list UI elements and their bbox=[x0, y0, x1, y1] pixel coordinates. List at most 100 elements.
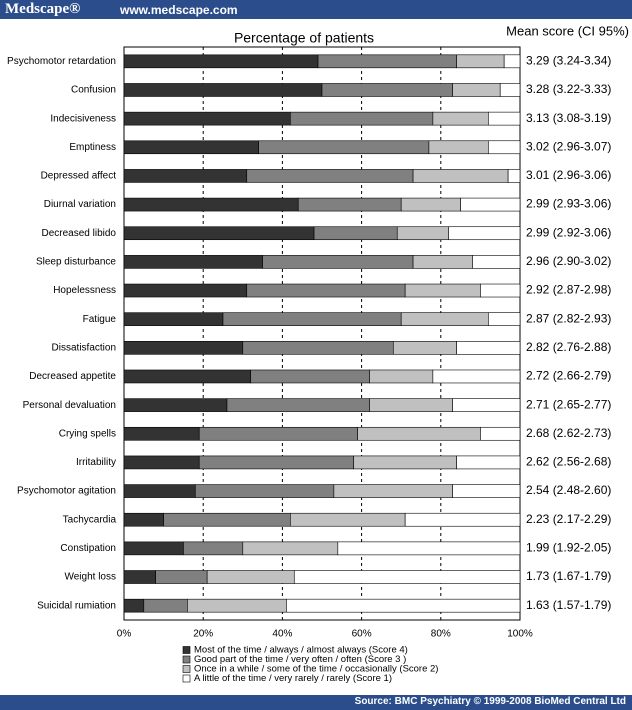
bar-segment bbox=[123, 283, 248, 298]
bar-segment bbox=[290, 512, 406, 527]
bar-segment bbox=[456, 54, 505, 69]
bar-segment bbox=[246, 283, 406, 298]
bar-segment bbox=[412, 255, 473, 269]
y-tick-label: Decreased libido bbox=[42, 228, 117, 239]
bar-segment bbox=[353, 455, 457, 470]
mean-score: 2.99 (2.93-3.06) bbox=[526, 197, 611, 211]
bar-segment bbox=[396, 226, 450, 241]
bar-segment bbox=[452, 398, 521, 412]
bar-segment bbox=[246, 169, 414, 183]
y-tick-label: Fatigue bbox=[83, 314, 117, 325]
header-bar: Medscape® www.medscape.com bbox=[0, 0, 632, 19]
bar-segment bbox=[123, 312, 224, 326]
legend-label: Most of the time / always / almost alway… bbox=[194, 645, 408, 656]
y-tick-label: Constipation bbox=[60, 543, 116, 554]
y-tick-label: Crying spells bbox=[59, 428, 116, 439]
bar-segment bbox=[194, 484, 335, 498]
y-tick-label: Psychomotor retardation bbox=[7, 56, 116, 67]
y-tick-label: Depressed affect bbox=[41, 171, 117, 182]
bar-segment bbox=[123, 541, 184, 556]
y-tick-label: Confusion bbox=[71, 85, 116, 96]
bar-segment bbox=[392, 341, 457, 355]
legend-swatch bbox=[182, 674, 191, 683]
y-tick-label: Irritability bbox=[76, 457, 116, 468]
bar-segment bbox=[222, 312, 402, 326]
bar-segment bbox=[123, 398, 228, 412]
x-tick-label: 100% bbox=[507, 629, 533, 640]
bar-segment bbox=[262, 255, 414, 269]
bar-segment bbox=[242, 541, 339, 556]
bar-segment bbox=[123, 255, 263, 269]
mean-score: 2.62 (2.56-2.68) bbox=[526, 455, 611, 469]
legend-label: A little of the time / very rarely / rar… bbox=[194, 673, 392, 684]
legend-label: Good part of the time / very often / oft… bbox=[194, 654, 406, 665]
bar-segment bbox=[187, 598, 287, 613]
mean-score: 2.23 (2.17-2.29) bbox=[526, 512, 611, 526]
bar-segment bbox=[448, 226, 521, 241]
bar-segment bbox=[183, 541, 244, 556]
x-tick-label: 40% bbox=[272, 629, 292, 640]
mean-score: 2.96 (2.90-3.02) bbox=[526, 254, 611, 268]
legend-swatch bbox=[182, 646, 191, 654]
bar-segment bbox=[428, 140, 489, 155]
bar-segment bbox=[163, 512, 291, 527]
bar-segment bbox=[488, 140, 521, 155]
plot-frame bbox=[123, 46, 521, 621]
bar-segment bbox=[123, 426, 200, 441]
bar-segment bbox=[404, 512, 521, 527]
bar-segment bbox=[357, 426, 481, 441]
bar-segment bbox=[456, 341, 521, 355]
mean-score: 3.29 (3.24-3.34) bbox=[526, 53, 611, 67]
bar-segment bbox=[242, 341, 394, 355]
mean-score: 2.72 (2.66-2.79) bbox=[526, 369, 611, 383]
y-tick-label: Indecisiveness bbox=[50, 113, 116, 124]
bar-segment bbox=[293, 570, 521, 584]
bar-segment bbox=[488, 111, 521, 126]
bar-segment bbox=[123, 341, 244, 355]
legend-swatch bbox=[182, 665, 191, 673]
y-tick-label: Emptiness bbox=[69, 142, 116, 153]
mean-score: 3.28 (3.22-3.33) bbox=[526, 82, 611, 96]
bar-segment bbox=[123, 369, 252, 384]
bar-segment bbox=[123, 111, 291, 126]
bar-segment bbox=[206, 570, 295, 584]
site-url[interactable]: www.medscape.com bbox=[120, 3, 238, 17]
bar-segment bbox=[321, 83, 453, 97]
mean-score: 1.63 (1.57-1.79) bbox=[526, 598, 611, 612]
bar-segment bbox=[488, 312, 521, 326]
bar-segment bbox=[333, 484, 453, 498]
mean-score: 2.71 (2.65-2.77) bbox=[526, 397, 611, 411]
mean-score: 1.73 (1.67-1.79) bbox=[526, 569, 611, 583]
bar-segment bbox=[456, 455, 521, 470]
bar-segment bbox=[432, 369, 521, 384]
bar-segment bbox=[198, 455, 354, 470]
bar-segment bbox=[507, 169, 521, 183]
bar-segment bbox=[460, 197, 521, 212]
bar-segment bbox=[123, 197, 299, 212]
bar-segment bbox=[317, 54, 457, 69]
mean-score: 3.01 (2.96-3.06) bbox=[526, 168, 611, 182]
logo[interactable]: Medscape® bbox=[5, 1, 81, 17]
bar-segment bbox=[452, 484, 521, 498]
y-tick-label: Dissatisfaction bbox=[52, 342, 116, 353]
x-tick-label: 20% bbox=[193, 629, 213, 640]
bar-segment bbox=[499, 83, 521, 97]
chart-title: Percentage of patients bbox=[234, 30, 374, 46]
y-tick-label: Personal devaluation bbox=[23, 400, 116, 411]
bar-segment bbox=[226, 398, 370, 412]
mean-score: 2.92 (2.87-2.98) bbox=[526, 283, 611, 297]
bar-segment bbox=[155, 570, 208, 584]
bar-segment bbox=[198, 426, 358, 441]
bar-segment bbox=[432, 111, 489, 126]
bar-segment bbox=[123, 140, 259, 155]
bar-segment bbox=[400, 197, 461, 212]
bar-segment bbox=[123, 169, 248, 183]
bar-segment bbox=[286, 598, 521, 613]
bar-segment bbox=[400, 312, 489, 326]
bar-segment bbox=[123, 83, 323, 97]
bar-segment bbox=[123, 226, 315, 241]
bar-segment bbox=[480, 283, 521, 298]
y-tick-label: Hopelessness bbox=[53, 285, 116, 296]
bar-segment bbox=[123, 54, 319, 69]
bar-segment bbox=[404, 283, 481, 298]
